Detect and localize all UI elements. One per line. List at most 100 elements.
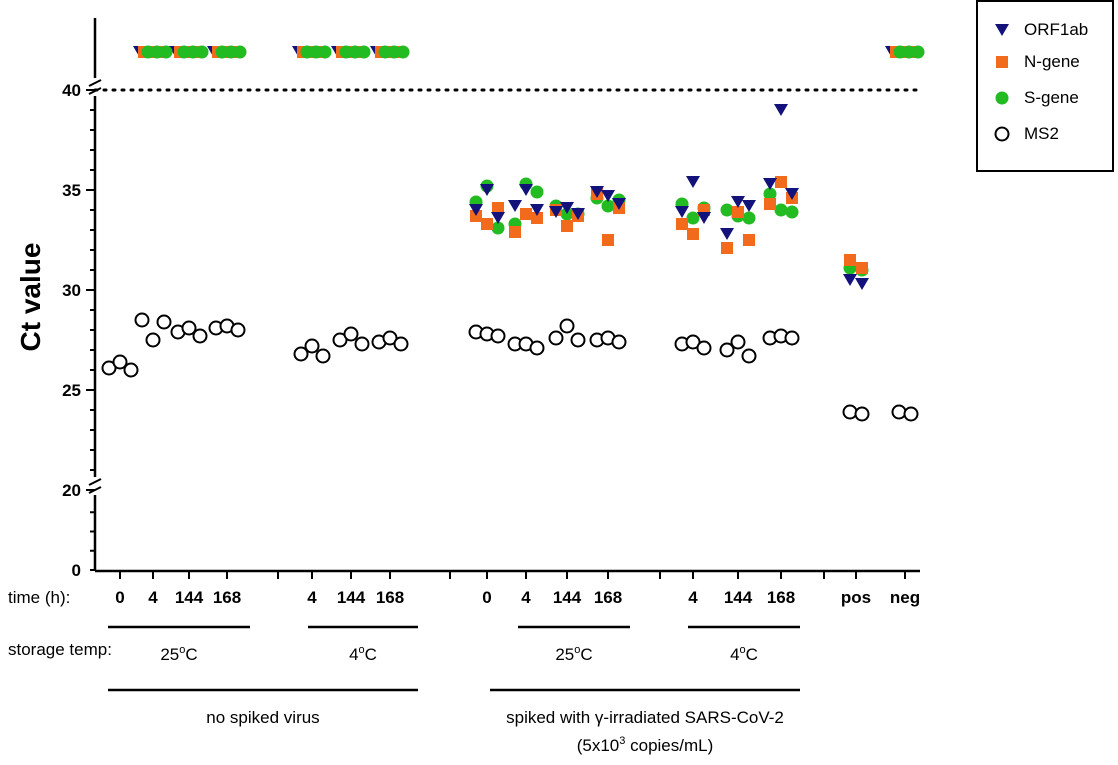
legend-label: MS2	[1024, 124, 1059, 143]
filled-circle-icon	[995, 91, 1009, 105]
group-label-spiked: spiked with γ-irradiated SARS-CoV-2	[506, 708, 784, 727]
group-label-spiked-conc: (5x103 copies/mL)	[577, 735, 714, 755]
sgene-point	[141, 45, 155, 59]
legend-label: N-gene	[1024, 52, 1080, 71]
ngene-point	[602, 234, 614, 246]
ngene-point	[764, 198, 776, 210]
sgene-point	[186, 45, 200, 59]
ms2-point	[903, 406, 919, 422]
ngene-point	[520, 208, 532, 220]
sgene-point	[357, 45, 371, 59]
sgene-point	[387, 45, 401, 59]
storage-temp-label: 25oC	[160, 644, 197, 664]
ms2-point	[570, 332, 586, 348]
ms2-point	[891, 404, 907, 420]
orf1ab-point	[763, 178, 777, 190]
sgene-point	[215, 45, 229, 59]
sgene-point	[378, 45, 392, 59]
temp-degree: o	[179, 644, 185, 656]
y-tick-label: 20	[62, 481, 81, 500]
sgene-point	[339, 45, 353, 59]
temp-degree: o	[740, 644, 746, 656]
ms2-point	[730, 334, 746, 350]
x-category-label: 0	[482, 588, 491, 607]
ms2-point	[559, 318, 575, 334]
x-category-label: 4	[521, 588, 531, 607]
y-tick-label: 40	[62, 81, 81, 100]
ms2-point	[784, 330, 800, 346]
x-category-label: 0	[115, 588, 124, 607]
x-category-label: 4	[148, 588, 158, 607]
temp-unit: C	[185, 645, 197, 664]
ngene-point	[509, 226, 521, 238]
temp-value: 4	[730, 645, 739, 664]
y-tick-label: 35	[62, 181, 81, 200]
ngene-point	[844, 254, 856, 266]
ngene-point	[531, 212, 543, 224]
temp-value: 25	[160, 645, 179, 664]
x-category-label: 168	[376, 588, 404, 607]
ngene-point	[687, 228, 699, 240]
sgene-point	[150, 45, 164, 59]
conc-prefix: (5x10	[577, 736, 620, 755]
ms2-point	[696, 340, 712, 356]
legend: ORF1ab N-gene S-gene MS2	[976, 0, 1114, 172]
ms2-point	[192, 328, 208, 344]
x-category-label: 4	[688, 588, 698, 607]
axes: 0 20 25 30 35 40 0 4 144 168 4 144 168 0 4 144 168 4 144 16…	[62, 18, 922, 692]
ngene-point	[721, 242, 733, 254]
temp-value: 4	[349, 645, 358, 664]
x-category-label: 168	[594, 588, 622, 607]
sgene-point	[902, 45, 916, 59]
orf1ab-point	[697, 212, 711, 224]
y-tick-label: 0	[72, 561, 81, 580]
orf1ab-point	[855, 278, 869, 290]
ms2-point	[304, 338, 320, 354]
storage-temp-label: 4oC	[730, 644, 758, 664]
sgene-point	[530, 185, 544, 199]
orf1ab-point	[469, 204, 483, 216]
ms2-point	[112, 354, 128, 370]
sgene-point	[763, 187, 777, 201]
temp-value: 25	[555, 645, 574, 664]
sgene-point	[601, 199, 615, 213]
orf1ab-point	[731, 196, 745, 208]
orf1ab-point	[843, 274, 857, 286]
x-category-label: neg	[890, 588, 920, 607]
sgene-point	[742, 211, 756, 225]
ms2-point	[854, 406, 870, 422]
ngene-point	[775, 176, 787, 188]
sgene-point	[224, 45, 238, 59]
orf1ab-point	[686, 176, 700, 188]
legend-item-ngene: N-gene	[992, 48, 1080, 76]
orf1ab-point	[774, 104, 788, 116]
orf1ab-point	[785, 188, 799, 200]
ms2-point	[293, 346, 309, 362]
square-icon	[996, 56, 1008, 68]
sgene-point	[309, 45, 323, 59]
ms2-point	[343, 326, 359, 342]
sgene-point	[348, 45, 362, 59]
orf1ab-point	[480, 184, 494, 196]
orf1ab-point	[675, 206, 689, 218]
x-category-label: 168	[767, 588, 795, 607]
orf1ab-point	[508, 200, 522, 212]
sgene-point	[233, 45, 247, 59]
ms2-point	[181, 320, 197, 336]
sgene-point	[396, 45, 410, 59]
orf1ab-point	[590, 186, 604, 198]
triangle-down-icon	[995, 24, 1009, 36]
time-row-label: time (h):	[8, 588, 70, 607]
x-category-label: 144	[337, 588, 366, 607]
sgene-point	[491, 221, 505, 235]
orf1ab-point	[742, 200, 756, 212]
storage-temp-label: 4oC	[349, 644, 377, 664]
ms2-point	[354, 336, 370, 352]
sgene-point	[774, 203, 788, 217]
storage-row-label: storage temp:	[8, 640, 112, 659]
ngene-point	[732, 206, 744, 218]
storage-temp-label: 25oC	[555, 644, 592, 664]
ms2-point	[842, 404, 858, 420]
ms2-point	[741, 348, 757, 364]
orf1ab-point	[519, 184, 533, 196]
